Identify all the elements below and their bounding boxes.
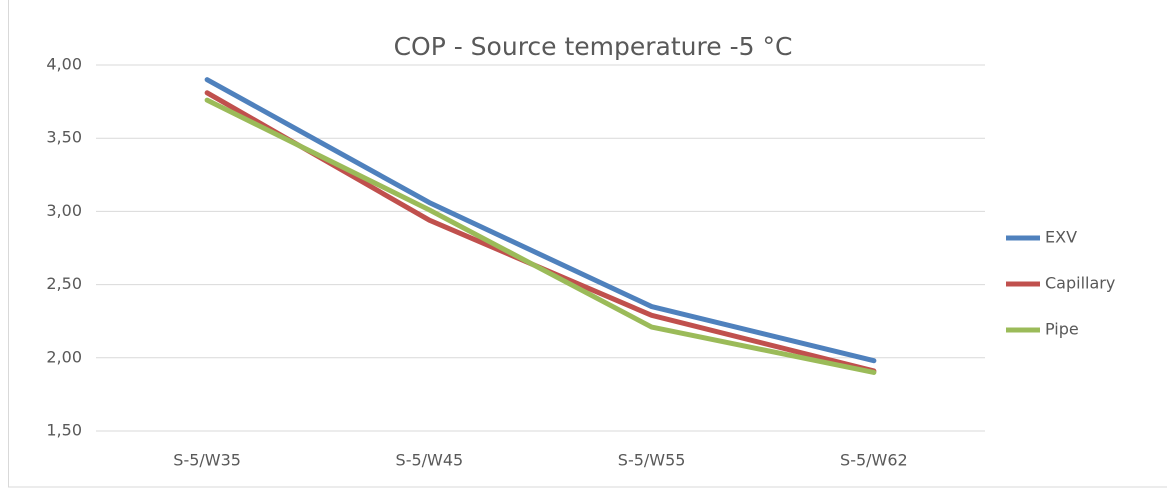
x-tick-label: S-5/W62 [840,451,908,470]
x-tick-label: S-5/W55 [618,451,686,470]
x-tick-label: S-5/W45 [396,451,464,470]
y-tick-label: 4,00 [46,55,82,74]
series-line [204,77,877,364]
y-tick-label: 1,50 [46,421,82,440]
y-tick-label: 2,00 [46,347,82,366]
y-tick-label: 3,00 [46,201,82,220]
legend-label: EXV [1045,228,1077,247]
legend-label: Pipe [1045,320,1079,339]
y-tick-label: 2,50 [46,274,82,293]
series-line [204,97,877,375]
x-tick-label: S-5/W35 [173,451,241,470]
y-tick-label: 3,50 [46,128,82,147]
legend-label: Capillary [1045,274,1115,293]
chart-title: COP - Source temperature -5 °C [394,32,793,61]
chart-frame [8,0,1167,488]
